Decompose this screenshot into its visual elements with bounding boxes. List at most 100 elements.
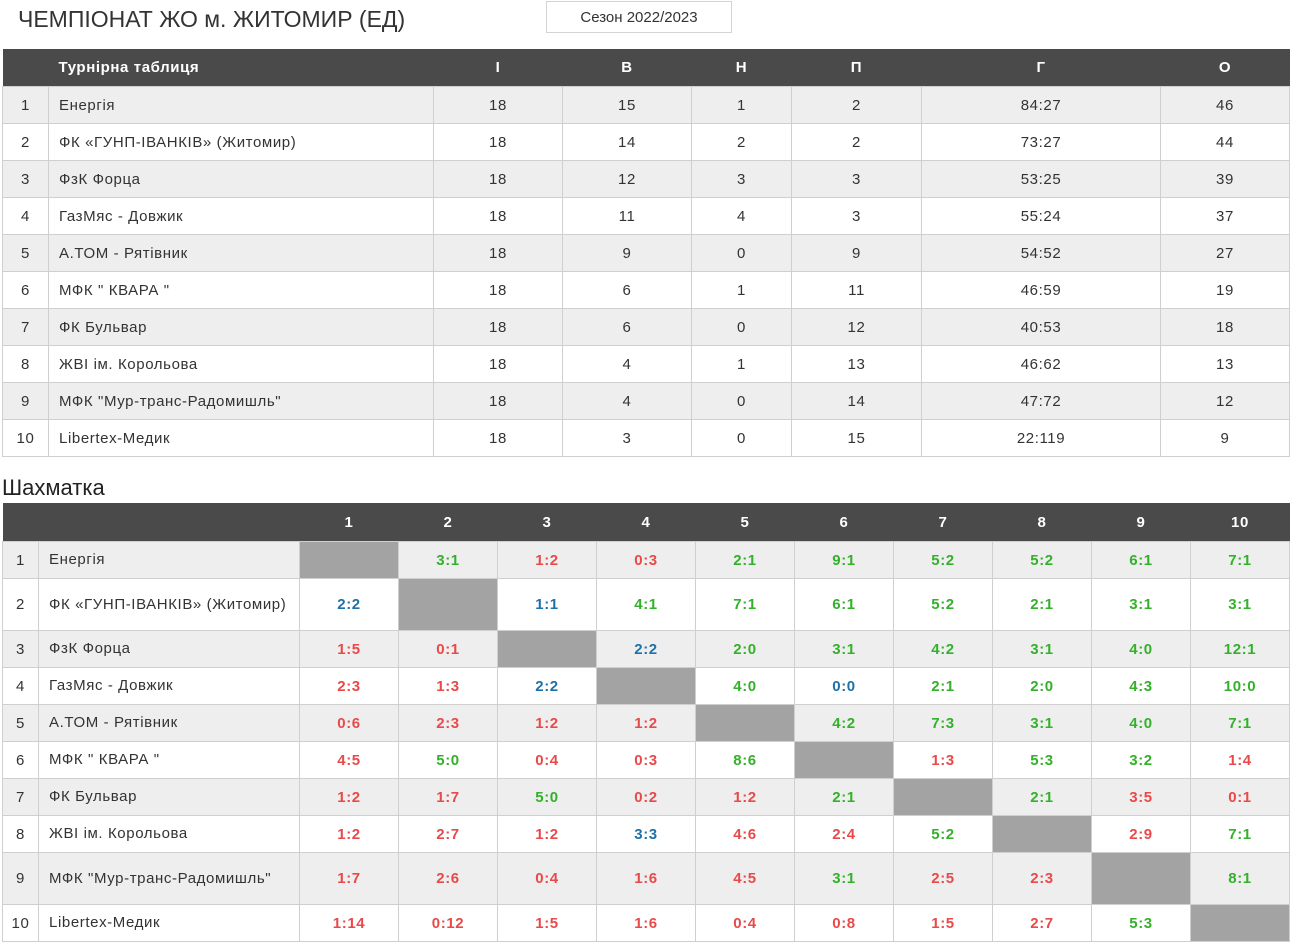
chess-score-cell[interactable]: 1:6: [596, 904, 696, 942]
chess-team-name[interactable]: Енергія: [38, 541, 300, 579]
chess-score-cell[interactable]: 0:1: [1190, 778, 1290, 816]
chess-score-cell[interactable]: 1:7: [398, 778, 498, 816]
chess-score-cell[interactable]: 2:4: [794, 815, 894, 853]
chess-score-cell[interactable]: 1:2: [497, 541, 597, 579]
chess-score-cell[interactable]: 2:0: [695, 630, 795, 668]
chess-score-cell[interactable]: 4:0: [1091, 630, 1191, 668]
chess-score-cell[interactable]: 2:3: [398, 704, 498, 742]
chess-score-cell[interactable]: 0:1: [398, 630, 498, 668]
chess-score-cell[interactable]: 9:1: [794, 541, 894, 579]
chess-score-cell[interactable]: 4:1: [596, 578, 696, 631]
chess-score-cell[interactable]: 1:2: [497, 704, 597, 742]
team-name[interactable]: ЖВІ ім. Корольова: [48, 345, 434, 383]
chess-score-cell[interactable]: 3:1: [1190, 578, 1290, 631]
chess-score-cell[interactable]: 1:5: [893, 904, 993, 942]
chess-score-cell[interactable]: 4:2: [893, 630, 993, 668]
chess-score-cell[interactable]: 4:5: [695, 852, 795, 905]
chess-score-cell[interactable]: 7:3: [893, 704, 993, 742]
chess-score-cell[interactable]: 1:2: [299, 778, 399, 816]
chess-score-cell[interactable]: 3:1: [1091, 578, 1191, 631]
chess-score-cell[interactable]: 0:3: [596, 741, 696, 779]
team-name[interactable]: А.ТОМ - Рятівник: [48, 234, 434, 272]
chess-score-cell[interactable]: 2:1: [893, 667, 993, 705]
chess-score-cell[interactable]: 0:12: [398, 904, 498, 942]
header-drawn[interactable]: Н: [691, 49, 792, 87]
chess-score-cell[interactable]: 0:4: [695, 904, 795, 942]
chess-score-cell[interactable]: 0:2: [596, 778, 696, 816]
chess-score-cell[interactable]: 4:0: [695, 667, 795, 705]
chess-score-cell[interactable]: 4:0: [1091, 704, 1191, 742]
chess-score-cell[interactable]: 1:3: [398, 667, 498, 705]
chess-score-cell[interactable]: 5:0: [497, 778, 597, 816]
chess-score-cell[interactable]: 4:5: [299, 741, 399, 779]
header-team[interactable]: Турнірна таблиця: [48, 49, 434, 87]
chess-score-cell[interactable]: 4:2: [794, 704, 894, 742]
chess-score-cell[interactable]: 7:1: [1190, 815, 1290, 853]
chess-score-cell[interactable]: 1:7: [299, 852, 399, 905]
chess-score-cell[interactable]: 0:4: [497, 852, 597, 905]
chess-team-name[interactable]: ФК «ГУНП-ІВАНКІВ» (Житомир): [38, 578, 300, 631]
chess-score-cell[interactable]: 0:8: [794, 904, 894, 942]
chess-team-name[interactable]: ГазМяс - Довжик: [38, 667, 300, 705]
header-won[interactable]: В: [562, 49, 692, 87]
chess-score-cell[interactable]: 3:5: [1091, 778, 1191, 816]
chess-score-cell[interactable]: 3:1: [794, 630, 894, 668]
chess-score-cell[interactable]: 2:5: [893, 852, 993, 905]
chess-score-cell[interactable]: 3:3: [596, 815, 696, 853]
chess-team-name[interactable]: А.ТОМ - Рятівник: [38, 704, 300, 742]
chess-score-cell[interactable]: 5:3: [1091, 904, 1191, 942]
chess-score-cell[interactable]: 1:5: [299, 630, 399, 668]
chess-score-cell[interactable]: 2:3: [299, 667, 399, 705]
chess-score-cell[interactable]: 0:6: [299, 704, 399, 742]
chess-score-cell[interactable]: 7:1: [1190, 704, 1290, 742]
chess-score-cell[interactable]: 8:1: [1190, 852, 1290, 905]
chess-score-cell[interactable]: 2:1: [992, 778, 1092, 816]
team-name[interactable]: ФК Бульвар: [48, 308, 434, 346]
team-name[interactable]: МФК "Мур-транс-Радомишль": [48, 382, 434, 420]
header-goals[interactable]: Г: [921, 49, 1161, 87]
chess-score-cell[interactable]: 1:2: [299, 815, 399, 853]
chess-score-cell[interactable]: 7:1: [1190, 541, 1290, 579]
chess-team-name[interactable]: ФК Бульвар: [38, 778, 300, 816]
chess-score-cell[interactable]: 1:3: [893, 741, 993, 779]
header-lost[interactable]: П: [791, 49, 922, 87]
chess-score-cell[interactable]: 2:0: [992, 667, 1092, 705]
chess-score-cell[interactable]: 5:2: [893, 815, 993, 853]
chess-score-cell[interactable]: 1:1: [497, 578, 597, 631]
team-name[interactable]: ГазМяс - Довжик: [48, 197, 434, 235]
chess-score-cell[interactable]: 12:1: [1190, 630, 1290, 668]
chess-score-cell[interactable]: 2:7: [992, 904, 1092, 942]
chess-team-name[interactable]: ФзК Форца: [38, 630, 300, 668]
chess-score-cell[interactable]: 2:2: [596, 630, 696, 668]
chess-score-cell[interactable]: 2:3: [992, 852, 1092, 905]
chess-score-cell[interactable]: 1:5: [497, 904, 597, 942]
chess-score-cell[interactable]: 8:6: [695, 741, 795, 779]
chess-score-cell[interactable]: 7:1: [695, 578, 795, 631]
chess-score-cell[interactable]: 1:14: [299, 904, 399, 942]
chess-score-cell[interactable]: 0:4: [497, 741, 597, 779]
chess-score-cell[interactable]: 5:2: [893, 578, 993, 631]
chess-score-cell[interactable]: 0:3: [596, 541, 696, 579]
header-points[interactable]: О: [1160, 49, 1290, 87]
chess-score-cell[interactable]: 1:2: [596, 704, 696, 742]
chess-score-cell[interactable]: 6:1: [794, 578, 894, 631]
chess-team-name[interactable]: МФК "Мур-транс-Радомишль": [38, 852, 300, 905]
team-name[interactable]: МФК " КВАРА ": [48, 271, 434, 309]
chess-team-name[interactable]: МФК " КВАРА ": [38, 741, 300, 779]
chess-score-cell[interactable]: 2:2: [299, 578, 399, 631]
season-select[interactable]: Сезон 2022/2023: [546, 1, 732, 33]
chess-score-cell[interactable]: 2:6: [398, 852, 498, 905]
team-name[interactable]: Енергія: [48, 86, 434, 124]
chess-score-cell[interactable]: 1:2: [497, 815, 597, 853]
chess-score-cell[interactable]: 5:2: [992, 541, 1092, 579]
chess-score-cell[interactable]: 4:3: [1091, 667, 1191, 705]
chess-score-cell[interactable]: 2:1: [992, 578, 1092, 631]
chess-team-name[interactable]: ЖВІ ім. Корольова: [38, 815, 300, 853]
chess-score-cell[interactable]: 3:1: [398, 541, 498, 579]
chess-score-cell[interactable]: 5:2: [893, 541, 993, 579]
chess-score-cell[interactable]: 6:1: [1091, 541, 1191, 579]
chess-score-cell[interactable]: 2:2: [497, 667, 597, 705]
chess-score-cell[interactable]: 3:1: [794, 852, 894, 905]
chess-score-cell[interactable]: 10:0: [1190, 667, 1290, 705]
chess-score-cell[interactable]: 4:6: [695, 815, 795, 853]
